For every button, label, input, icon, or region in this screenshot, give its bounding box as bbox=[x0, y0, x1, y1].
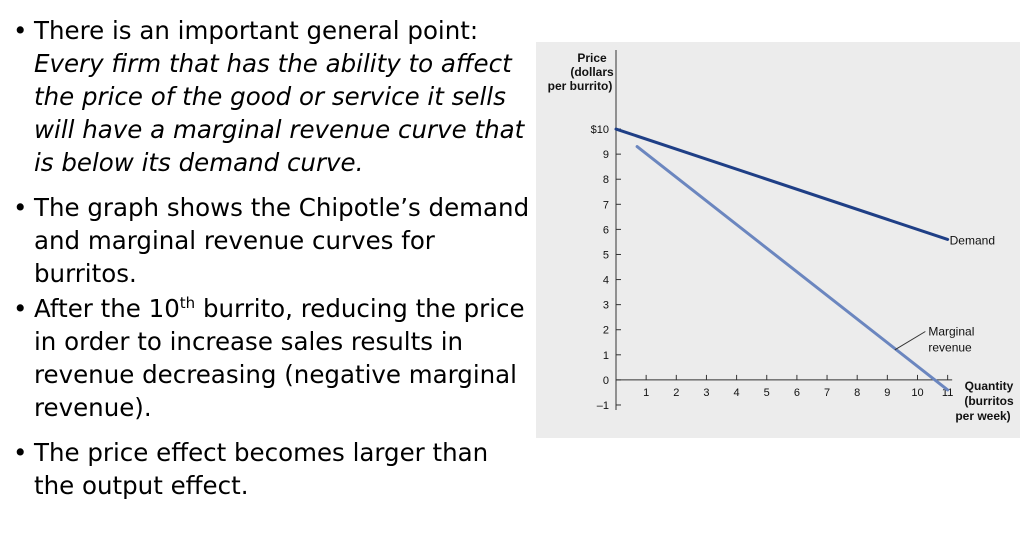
x-tick-label: 2 bbox=[673, 387, 679, 399]
bullet-price-effect: The price effect becomes larger than the… bbox=[10, 436, 530, 502]
marginal-revenue-curve bbox=[635, 145, 950, 392]
demand-mr-chart: Price (dollars per burrito) Quantity (bu… bbox=[548, 50, 1014, 423]
bullet-tenth-burrito: After the 10th burrito, reducing the pri… bbox=[10, 292, 530, 424]
bullet-graph-description-text: The graph shows the Chipotle’s demand an… bbox=[34, 193, 530, 288]
y-tick-label: 8 bbox=[603, 174, 609, 186]
bullet-general-point-intro: There is an important general point: bbox=[34, 16, 479, 45]
y-tick-label: 2 bbox=[603, 325, 609, 337]
bullet-general-point-emphasis: Every firm that has the ability to affec… bbox=[34, 49, 525, 177]
bullet-general-point: There is an important general point: Eve… bbox=[10, 14, 530, 179]
y-axis-label-line-1: Price bbox=[577, 51, 607, 65]
y-tick-label: 1 bbox=[603, 350, 609, 362]
x-tick-label: 5 bbox=[764, 387, 770, 399]
y-tick-label: 6 bbox=[603, 224, 609, 236]
x-tick-label: 9 bbox=[884, 387, 890, 399]
x-tick-label: 8 bbox=[854, 387, 860, 399]
x-tick-label: 7 bbox=[824, 387, 830, 399]
ordinal-suffix: th bbox=[179, 294, 196, 312]
y-tick-label: 4 bbox=[603, 275, 609, 287]
y-tick-label: 0 bbox=[603, 375, 609, 387]
x-tick-label: 11 bbox=[942, 387, 953, 399]
mr-label-line-2: revenue bbox=[928, 340, 972, 354]
x-axis-label-line-1: Quantity bbox=[965, 379, 1014, 393]
demand-curve bbox=[614, 127, 950, 241]
x-tick-label: 1 bbox=[643, 387, 649, 399]
y-tick-label: 9 bbox=[603, 149, 609, 161]
x-tick-label: 4 bbox=[734, 387, 740, 399]
y-tick-label: 7 bbox=[603, 199, 609, 211]
x-tick-label: 6 bbox=[794, 387, 800, 399]
bullet-price-effect-text: The price effect becomes larger than the… bbox=[34, 438, 489, 500]
y-tick-label: 3 bbox=[603, 300, 609, 312]
mr-label-line-1: Marginal bbox=[928, 324, 974, 338]
y-axis-label-line-3: per burrito) bbox=[548, 79, 613, 93]
chart-panel: Price (dollars per burrito) Quantity (bu… bbox=[536, 42, 1020, 438]
y-tick-label: –1 bbox=[597, 400, 609, 412]
y-tick-label: $10 bbox=[591, 124, 609, 136]
x-tick-label: 3 bbox=[703, 387, 709, 399]
bullet-list: There is an important general point: Eve… bbox=[10, 14, 530, 502]
bullet-graph-description: The graph shows the Chipotle’s demand an… bbox=[10, 191, 530, 290]
mr-leader-line bbox=[894, 331, 926, 351]
bullet-tenth-burrito-end: burrito, reducing the price in order to … bbox=[34, 294, 525, 422]
x-axis-label-line-2: (burritos bbox=[964, 394, 1014, 408]
y-axis-label-line-2: (dollars bbox=[570, 65, 614, 79]
x-tick-label: 10 bbox=[911, 387, 923, 399]
bullet-tenth-burrito-start: After the 10 bbox=[34, 294, 180, 323]
y-tick-label: 5 bbox=[603, 249, 609, 261]
demand-label: Demand bbox=[950, 233, 995, 247]
x-axis-label-line-3: per week) bbox=[955, 409, 1010, 423]
